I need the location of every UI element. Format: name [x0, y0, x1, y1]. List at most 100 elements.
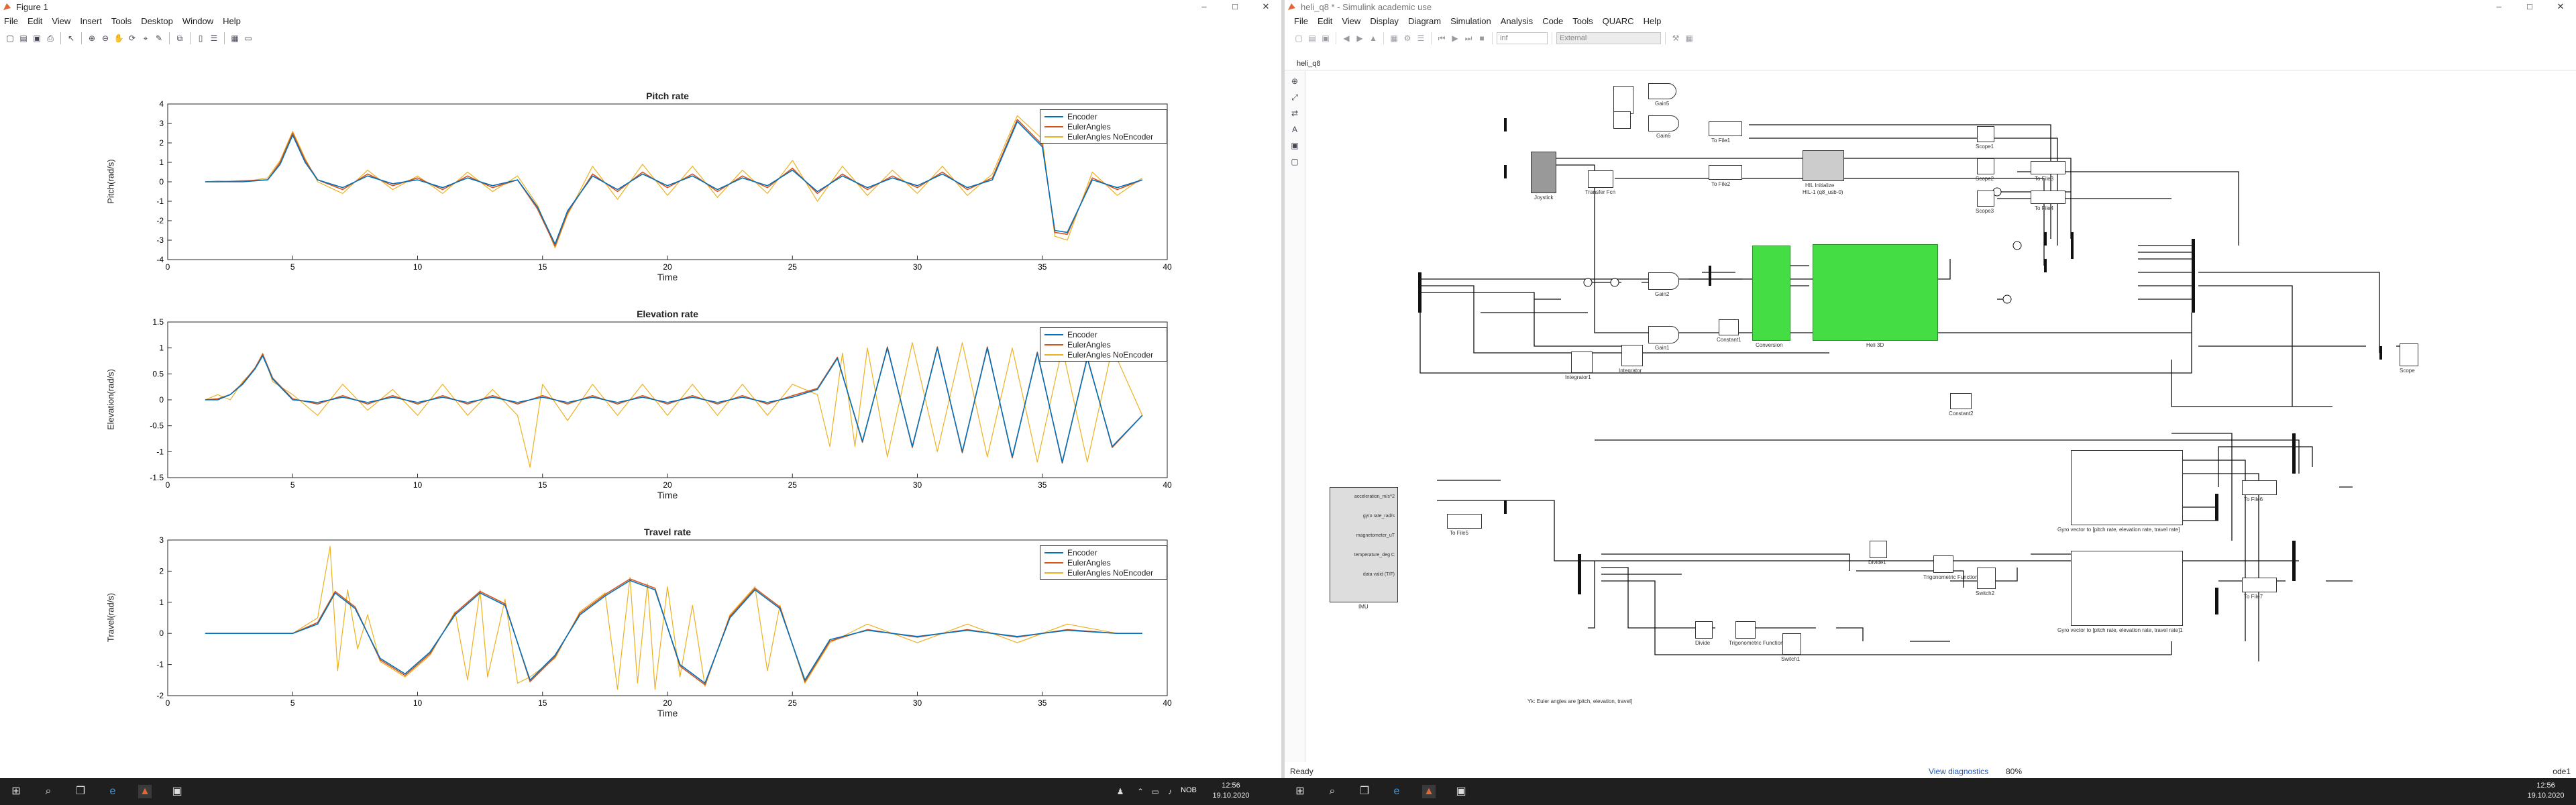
start-icon-2[interactable]: ⊞: [1295, 786, 1305, 797]
sl-up-icon[interactable]: ▲: [1369, 34, 1377, 43]
switch1-block[interactable]: [1782, 633, 1801, 655]
gain6-block[interactable]: [1648, 115, 1679, 131]
const-a-block[interactable]: [1613, 86, 1633, 114]
to-file4-block[interactable]: [2031, 191, 2065, 204]
sl-maximize-button[interactable]: □: [2527, 1, 2532, 11]
matlab-taskbar-icon-2[interactable]: ▲: [1422, 785, 1436, 798]
save-icon[interactable]: ▣: [33, 34, 41, 43]
sl-minimize-button[interactable]: –: [2496, 1, 2502, 11]
zoom-in-icon[interactable]: ⊕: [88, 34, 96, 43]
transfer-fcn-block[interactable]: [1588, 170, 1613, 188]
start-icon[interactable]: ⊞: [11, 786, 21, 797]
sl-open-icon[interactable]: ▤: [1308, 34, 1316, 43]
gain5-block[interactable]: [1648, 83, 1676, 99]
plot-tools-icon[interactable]: ▦: [231, 34, 239, 43]
sl-run-icon[interactable]: ▶: [1452, 34, 1458, 43]
rotate-icon[interactable]: ⟳: [128, 34, 136, 43]
dock-icon[interactable]: ▭: [244, 34, 252, 43]
trig-block[interactable]: [1933, 555, 1953, 573]
sl-menu-file[interactable]: File: [1294, 16, 1308, 26]
sl-close-button[interactable]: ✕: [2557, 1, 2565, 11]
to-file6-block[interactable]: [2242, 480, 2277, 495]
palette-arrow-icon[interactable]: ⇄: [1291, 109, 1299, 118]
menu-file[interactable]: File: [4, 16, 18, 26]
diagram-canvas[interactable]: Joystick Transfer Fcn Gain5 Gain6 To Fil…: [1306, 71, 2576, 762]
matlab-taskbar-icon[interactable]: ▲: [138, 785, 152, 798]
edge-icon[interactable]: e: [109, 786, 116, 797]
sl-grid-icon[interactable]: ▦: [1685, 34, 1693, 43]
sim-mode-select[interactable]: External: [1556, 32, 1661, 44]
scope1-block[interactable]: [1977, 126, 1994, 142]
axes-legend[interactable]: Encoder EulerAngles EulerAngles NoEncoder: [1040, 545, 1167, 580]
datatip-icon[interactable]: ⌖: [143, 33, 148, 43]
sl-config-icon[interactable]: ⚙: [1403, 34, 1411, 43]
pointer-icon[interactable]: ↖: [67, 34, 75, 43]
minimize-button[interactable]: –: [1201, 1, 1207, 11]
sl-step-icon[interactable]: ⏭: [1464, 33, 1472, 43]
sim-time-field[interactable]: inf: [1497, 32, 1548, 44]
tray-volume-icon[interactable]: ♪: [1168, 787, 1172, 796]
hil-initialize-block[interactable]: [1803, 150, 1844, 181]
new-figure-icon[interactable]: ▢: [6, 34, 14, 43]
palette-annotation-icon[interactable]: A: [1291, 125, 1297, 134]
menu-window[interactable]: Window: [182, 16, 214, 26]
sl-menu-diagram[interactable]: Diagram: [1407, 16, 1442, 26]
integrator-block[interactable]: [1621, 345, 1643, 366]
sl-menu-help[interactable]: Help: [1643, 16, 1662, 26]
integrator1-block[interactable]: [1571, 352, 1593, 373]
axes-plot[interactable]: 0 5 10 15 20 25 30 35 40 -1.5 -1 -0.5 0 0.5 1 1.5: [148, 317, 1174, 491]
search-icon[interactable]: ⌕: [45, 786, 52, 797]
tray-language-1[interactable]: NOB: [1181, 786, 1197, 794]
search-icon-2[interactable]: ⌕: [1329, 786, 1336, 797]
to-file3-block[interactable]: [2031, 161, 2065, 174]
to-file2-block[interactable]: [1709, 165, 1742, 180]
gyro-conv-block-2[interactable]: [2071, 551, 2183, 626]
menu-insert[interactable]: Insert: [80, 16, 102, 26]
sl-menu-display[interactable]: Display: [1370, 16, 1399, 26]
trig1-block[interactable]: [1735, 621, 1756, 639]
sl-save-icon[interactable]: ▣: [1322, 34, 1330, 43]
close-button[interactable]: ✕: [1262, 1, 1270, 11]
clock-1[interactable]: 12:56 19.10.2020: [1208, 781, 1254, 801]
palette-image-icon[interactable]: ▣: [1291, 141, 1299, 150]
scope3-block[interactable]: [1977, 191, 1994, 207]
palette-fit-icon[interactable]: ⤢: [1291, 92, 1298, 102]
maximize-button[interactable]: □: [1232, 1, 1238, 11]
to-file7-block[interactable]: [2242, 578, 2277, 592]
status-diagnostics-link[interactable]: View diagnostics: [1929, 767, 1989, 776]
clock-2[interactable]: 12:56 19.10.2020: [2522, 781, 2569, 801]
sl-library-icon[interactable]: ▦: [1390, 34, 1398, 43]
menu-edit[interactable]: Edit: [27, 16, 43, 26]
sl-new-icon[interactable]: ▢: [1295, 34, 1303, 43]
tray-people-icon[interactable]: ♟: [1116, 787, 1124, 796]
zoom-out-icon[interactable]: ⊖: [101, 34, 109, 43]
axes-plot[interactable]: 0 5 10 15 20 25 30 35 40 -4 -3 -2 -1 0 1 2 3 4: [148, 99, 1174, 273]
simulink-taskbar-icon[interactable]: ▣: [172, 786, 182, 797]
sl-step-back-icon[interactable]: ⏮: [1438, 33, 1446, 43]
sl-menu-analysis[interactable]: Analysis: [1500, 16, 1534, 26]
sl-menu-edit[interactable]: Edit: [1317, 16, 1333, 26]
sl-menu-tools[interactable]: Tools: [1572, 16, 1593, 26]
pan-icon[interactable]: ✋: [113, 34, 124, 43]
edge-icon-2[interactable]: e: [1393, 786, 1400, 797]
legend-icon[interactable]: ☰: [210, 34, 218, 43]
simulink-taskbar-icon-2[interactable]: ▣: [1456, 786, 1466, 797]
task-view-icon-2[interactable]: ❐: [1359, 786, 1370, 797]
constant1-block[interactable]: [1719, 319, 1739, 335]
menu-help[interactable]: Help: [223, 16, 241, 26]
axes-legend[interactable]: Encoder EulerAngles EulerAngles NoEncoder: [1040, 109, 1167, 144]
sl-menu-simulation[interactable]: Simulation: [1450, 16, 1491, 26]
brush-icon[interactable]: ✎: [155, 34, 163, 43]
tray-chevron-icon[interactable]: ⌃: [1136, 787, 1144, 796]
const-b-block[interactable]: [1613, 111, 1631, 129]
link-icon[interactable]: ⧉: [176, 33, 183, 43]
axes-legend[interactable]: Encoder EulerAngles EulerAngles NoEncoder: [1040, 327, 1167, 362]
gain2-block[interactable]: [1648, 272, 1679, 290]
axes-plot[interactable]: 0 5 10 15 20 25 30 35 40 -2 -1 0 1 2 3: [148, 535, 1174, 709]
sl-menu-quarc[interactable]: QUARC: [1602, 16, 1634, 26]
divide-block[interactable]: [1695, 621, 1713, 639]
imu-block[interactable]: acceleration_m/s^2 gyro rate_rad/s magne…: [1330, 487, 1398, 602]
heli3d-block[interactable]: [1813, 244, 1938, 341]
joystick-block[interactable]: [1531, 152, 1556, 193]
scope-block[interactable]: [2400, 343, 2418, 366]
